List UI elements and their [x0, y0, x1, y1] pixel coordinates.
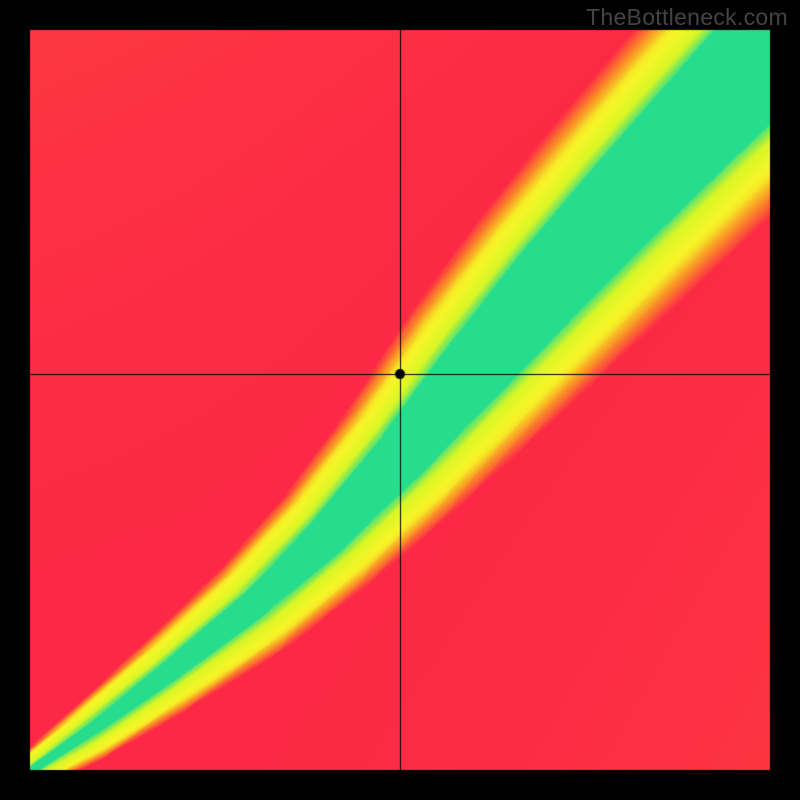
chart-container: { "watermark_text": "TheBottleneck.com",… [0, 0, 800, 800]
bottleneck-heatmap [0, 0, 800, 800]
watermark-text: TheBottleneck.com [586, 4, 788, 31]
